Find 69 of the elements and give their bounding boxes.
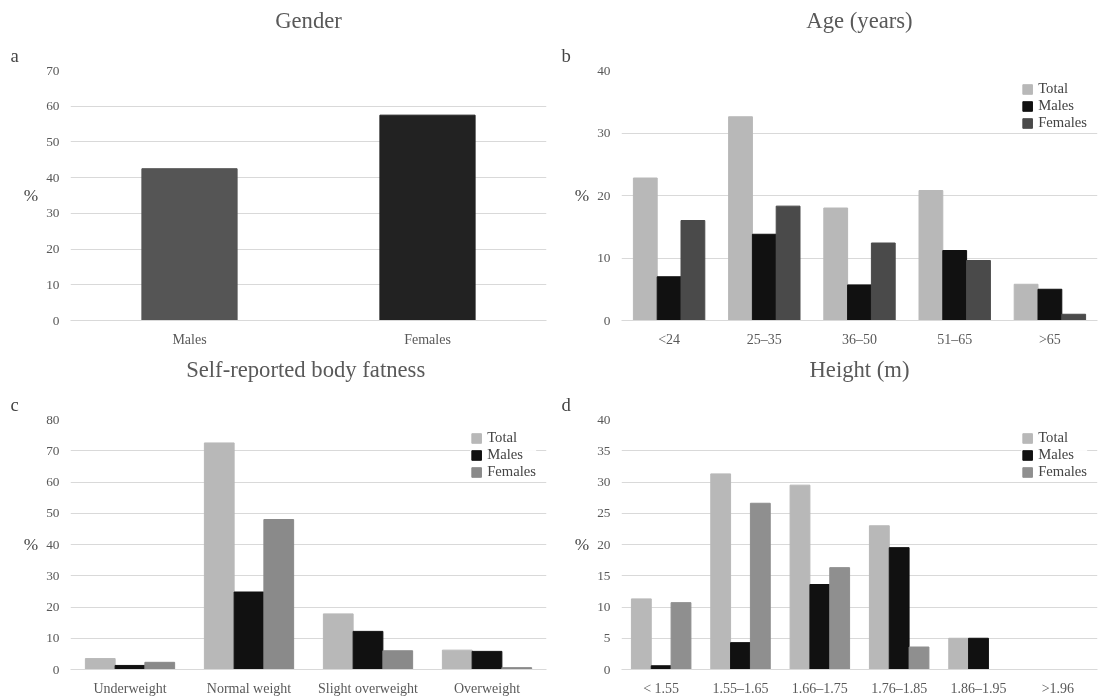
x-tick-label: <24 <box>658 331 681 347</box>
x-tick-label: 1.76–1.85 <box>871 680 928 696</box>
x-tick-label: Slight overweight <box>318 680 419 696</box>
chart-title: Gender <box>275 7 343 33</box>
y-axis-title: % <box>23 186 39 205</box>
legend-label: Females <box>1038 114 1087 131</box>
y-tick-label: 0 <box>603 312 611 328</box>
x-tick-label: 1.55–1.65 <box>712 680 769 696</box>
y-tick-label: 20 <box>46 599 60 614</box>
x-tick-label: 1.86–1.95 <box>950 680 1007 696</box>
x-tick-label: 36–50 <box>842 331 877 347</box>
y-tick-label: 30 <box>46 205 60 221</box>
x-tick-label: Underweight <box>93 680 167 696</box>
y-tick-label: 25 <box>597 505 611 521</box>
y-tick-label: 0 <box>52 312 60 328</box>
chart-title: Height (m) <box>809 356 910 382</box>
y-tick-label: 80 <box>46 411 60 427</box>
legend-label: Total <box>1038 429 1069 446</box>
text: c <box>10 393 19 415</box>
legend-label: Total <box>1038 80 1069 97</box>
text: a <box>10 44 20 66</box>
y-tick-label: 30 <box>597 474 611 489</box>
text: d <box>561 393 572 415</box>
legend-label: Males <box>1038 446 1074 463</box>
y-tick-label: 40 <box>597 62 611 78</box>
legend-label: Females <box>1038 463 1087 480</box>
y-tick-label: 10 <box>46 630 60 646</box>
y-tick-label: 15 <box>597 567 611 583</box>
x-tick-label: 51–65 <box>937 331 973 347</box>
y-tick-label: 30 <box>46 567 60 583</box>
text: b <box>561 44 571 66</box>
y-tick-label: 0 <box>52 661 60 677</box>
legend-label: Total <box>487 429 518 446</box>
y-tick-label: 35 <box>597 442 611 458</box>
legend-label: Males <box>487 446 523 463</box>
y-tick-label: 60 <box>46 98 60 114</box>
y-tick-label: 50 <box>46 133 60 149</box>
y-tick-label: 0 <box>603 661 611 677</box>
y-axis-title: % <box>23 535 39 554</box>
y-tick-label: 40 <box>597 411 611 427</box>
x-tick-label: >65 <box>1038 331 1061 347</box>
y-tick-label: 30 <box>597 125 611 140</box>
x-tick-label: 25–35 <box>746 331 782 347</box>
y-axis-title: % <box>574 186 590 205</box>
x-tick-label: 1.66–1.75 <box>791 680 848 696</box>
chart-title: Self-reported body fatness <box>186 356 426 382</box>
x-tick-label: < 1.55 <box>643 680 680 696</box>
x-tick-label: Females <box>404 331 451 347</box>
legend-label: Females <box>487 463 536 480</box>
x-tick-label: Normal weight <box>206 680 292 696</box>
x-tick-label: >1.96 <box>1041 680 1075 696</box>
x-tick-label: Overweight <box>453 680 521 696</box>
y-tick-label: 10 <box>597 599 611 614</box>
chart-title: Age (years) <box>806 7 913 33</box>
y-tick-label: 40 <box>46 169 60 185</box>
y-tick-label: 10 <box>597 250 611 265</box>
y-tick-label: 20 <box>597 536 611 552</box>
legend-label: Males <box>1038 97 1074 114</box>
y-tick-label: 70 <box>46 62 60 78</box>
y-tick-label: 50 <box>46 505 60 521</box>
y-tick-label: 10 <box>46 276 60 292</box>
y-tick-label: 60 <box>46 474 60 489</box>
y-tick-label: 40 <box>46 536 60 552</box>
y-tick-label: 70 <box>46 442 60 458</box>
y-tick-label: 20 <box>597 187 611 203</box>
y-axis-title: % <box>574 535 590 554</box>
x-tick-label: Males <box>172 331 207 347</box>
y-tick-label: 5 <box>603 630 611 646</box>
y-tick-label: 20 <box>46 241 60 257</box>
